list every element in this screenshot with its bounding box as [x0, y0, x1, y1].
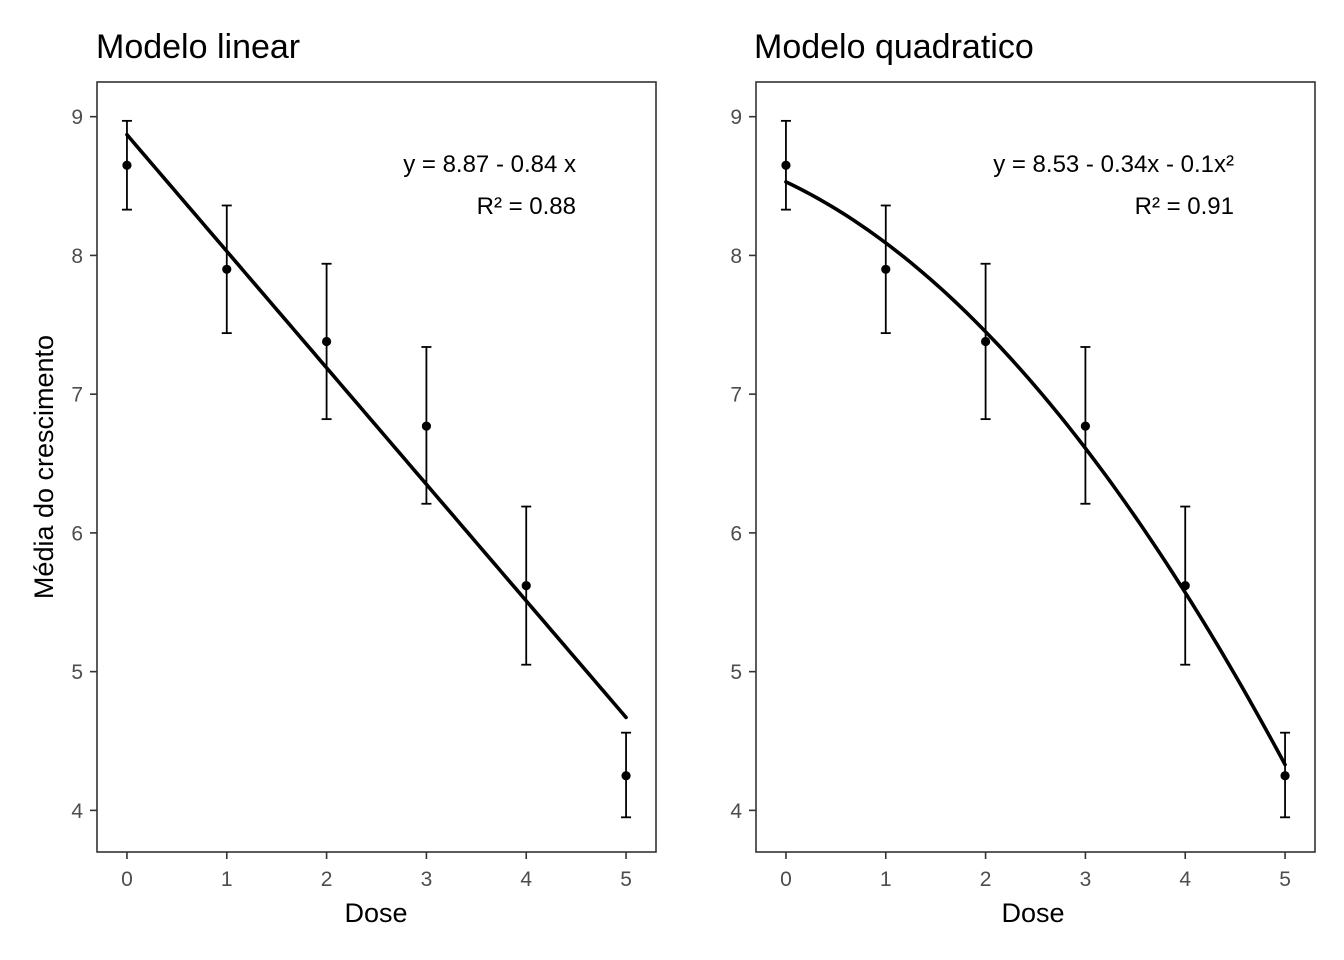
r-squared-annotation: R² = 0.91	[1135, 193, 1234, 220]
data-point-group	[321, 262, 332, 421]
data-point-group	[221, 204, 232, 335]
panel-quadratic: Modelo quadratico 0 1 2 3 4 5 4 5 6 7 8 9 y = 8.53 …	[730, 28, 1316, 928]
x-tick-label: 5	[620, 868, 632, 891]
data-point	[781, 160, 791, 170]
equation-annotation: y = 8.53 - 0.34x - 0.1x²	[993, 151, 1234, 178]
x-tick-label: 4	[1179, 868, 1191, 891]
y-tick-label: 6	[730, 522, 742, 545]
x-tick-label: 0	[121, 868, 133, 891]
data-point	[222, 264, 232, 274]
panel-linear: Modelo linear 0 1 2 3 4 5 4 5 6 7 8 9 y = 8.87 - 0.…	[29, 28, 657, 928]
data-point-group	[421, 346, 432, 505]
data-point-group	[880, 204, 891, 335]
panel-title: Modelo linear	[96, 28, 300, 66]
x-tick-label: 2	[321, 868, 333, 891]
x-axis-label: Dose	[1001, 898, 1064, 928]
data-point-group	[1280, 731, 1291, 819]
data-point-group	[980, 262, 991, 421]
data-point	[881, 264, 891, 274]
y-tick-label: 4	[71, 800, 83, 823]
equation-annotation: y = 8.87 - 0.84 x	[403, 151, 576, 178]
data-point	[521, 581, 531, 591]
y-tick-label: 9	[71, 106, 83, 129]
data-point-group	[521, 505, 532, 666]
x-tick-label: 1	[221, 868, 233, 891]
fit-line	[125, 132, 628, 720]
x-tick-label: 4	[520, 868, 532, 891]
y-tick-label: 9	[730, 106, 742, 129]
x-tick-label: 3	[421, 868, 433, 891]
data-point-group	[1180, 505, 1191, 666]
x-tick-label: 1	[880, 868, 892, 891]
data-point	[1280, 771, 1290, 781]
data-point	[980, 336, 991, 347]
y-tick-label: 4	[730, 800, 742, 823]
x-tick-label: 5	[1279, 868, 1291, 891]
y-tick-label: 5	[730, 661, 742, 684]
x-tick-label: 0	[780, 868, 792, 891]
y-tick-label: 8	[730, 245, 742, 268]
data-point-group	[121, 119, 132, 211]
plot-frame	[96, 81, 657, 853]
data-point	[621, 771, 631, 781]
plot-frame	[755, 81, 1316, 853]
data-point-group	[780, 119, 791, 211]
fit-line	[784, 180, 1287, 767]
data-point-group	[621, 731, 632, 819]
x-tick-label: 2	[980, 868, 992, 891]
y-tick-label: 7	[730, 384, 742, 407]
y-tick-label: 5	[71, 661, 83, 684]
x-axis-label: Dose	[344, 898, 407, 928]
y-tick-label: 8	[71, 245, 83, 268]
data-point-group	[1080, 346, 1091, 505]
panel-title: Modelo quadratico	[754, 28, 1034, 66]
data-point	[122, 160, 132, 170]
data-point	[1080, 421, 1091, 431]
data-point	[421, 421, 432, 431]
y-tick-label: 6	[71, 522, 83, 545]
x-tick-label: 3	[1080, 868, 1092, 891]
data-point	[1180, 581, 1190, 591]
y-tick-label: 7	[71, 384, 83, 407]
r-squared-annotation: R² = 0.88	[477, 193, 576, 220]
data-point	[321, 336, 332, 347]
y-axis-label: Média do crescimento	[29, 335, 59, 599]
